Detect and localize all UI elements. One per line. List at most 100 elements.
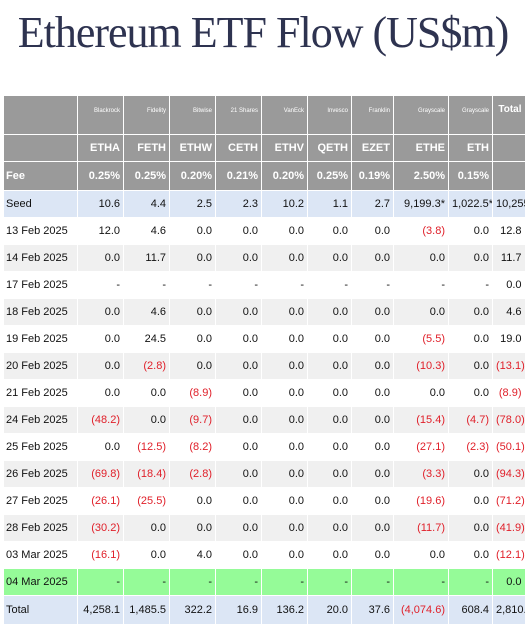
cell: 0.0: [78, 380, 124, 407]
cell: 0.0: [308, 353, 352, 380]
cell: 19.0: [493, 326, 525, 353]
cell: 0.0: [170, 515, 216, 542]
cell: 0.0: [308, 245, 352, 272]
cell: 4.6: [493, 299, 525, 326]
row-label: 13 Feb 2025: [4, 218, 78, 245]
cell: 0.25%: [124, 162, 170, 191]
cell: 0.0: [308, 218, 352, 245]
row-label: 19 Feb 2025: [4, 326, 78, 353]
row-label: Fee: [4, 162, 78, 191]
cell: (18.4): [124, 461, 170, 488]
cell: 0.21%: [216, 162, 262, 191]
cell: 0.0: [170, 245, 216, 272]
cell: 0.0: [394, 380, 449, 407]
row-label: 24 Feb 2025: [4, 407, 78, 434]
cell: 0.0: [124, 515, 170, 542]
cell: 0.0: [262, 515, 308, 542]
cell: Grayscale: [394, 96, 449, 135]
cell: 0.0: [308, 461, 352, 488]
cell: 0.0: [449, 488, 493, 515]
cell: 0.0: [216, 299, 262, 326]
cell: 1,022.5*: [449, 191, 493, 218]
cell: 0.0: [216, 245, 262, 272]
cell: (8.9): [493, 380, 525, 407]
row-label: 20 Feb 2025: [4, 353, 78, 380]
cell: Franklin: [352, 96, 394, 135]
cell: (69.8): [78, 461, 124, 488]
cell: ETHE: [394, 135, 449, 162]
cell: 0.0: [170, 326, 216, 353]
cell: 0.0: [449, 326, 493, 353]
cell: 0.0: [308, 434, 352, 461]
row-label: 27 Feb 2025: [4, 488, 78, 515]
cell: 0.0: [352, 380, 394, 407]
cell: (27.1): [394, 434, 449, 461]
cell: 0.0: [449, 380, 493, 407]
row-label: 04 Mar 2025: [4, 569, 78, 596]
cell: 0.0: [262, 461, 308, 488]
cell: 0.0: [352, 461, 394, 488]
cell: (15.4): [394, 407, 449, 434]
cell: -: [394, 272, 449, 299]
cell: 0.0: [449, 245, 493, 272]
cell: 0.0: [308, 407, 352, 434]
cell: 0.0: [449, 353, 493, 380]
cell: 0.25%: [78, 162, 124, 191]
cell: 0.0: [170, 218, 216, 245]
cell: 10.6: [78, 191, 124, 218]
cell: 0.0: [449, 299, 493, 326]
cell: 0.0: [124, 407, 170, 434]
cell: ETHV: [262, 135, 308, 162]
cell: -: [124, 569, 170, 596]
row-label: 18 Feb 2025: [4, 299, 78, 326]
cell: (94.3): [493, 461, 525, 488]
cell: (71.2): [493, 488, 525, 515]
cell: 0.0: [262, 542, 308, 569]
cell: 0.0: [216, 326, 262, 353]
cell: (4.7): [449, 407, 493, 434]
cell: (12.5): [124, 434, 170, 461]
cell: (9.7): [170, 407, 216, 434]
cell: 11.7: [493, 245, 525, 272]
cell: (3.3): [394, 461, 449, 488]
cell: [493, 135, 525, 162]
cell: -: [78, 272, 124, 299]
cell: -: [124, 272, 170, 299]
cell: 0.0: [124, 380, 170, 407]
cell: 0.25%: [308, 162, 352, 191]
cell: 4.6: [124, 218, 170, 245]
cell: (3.8): [394, 218, 449, 245]
cell: -: [308, 569, 352, 596]
cell: (10.3): [394, 353, 449, 380]
cell: 0.0: [262, 407, 308, 434]
cell: -: [308, 272, 352, 299]
cell: 2.7: [352, 191, 394, 218]
cell: Grayscale: [449, 96, 493, 135]
cell: (16.1): [78, 542, 124, 569]
row-label: 21 Feb 2025: [4, 380, 78, 407]
cell: 0.0: [352, 488, 394, 515]
cell: 0.19%: [352, 162, 394, 191]
cell: 10.2: [262, 191, 308, 218]
cell: 0.0: [78, 326, 124, 353]
row-label: 25 Feb 2025: [4, 434, 78, 461]
cell: 2.3: [216, 191, 262, 218]
cell: 0.0: [308, 326, 352, 353]
cell: (41.9): [493, 515, 525, 542]
cell: 0.0: [352, 326, 394, 353]
cell: 0.0: [394, 245, 449, 272]
cell: 4.0: [170, 542, 216, 569]
cell: ETHW: [170, 135, 216, 162]
cell: ETH: [449, 135, 493, 162]
cell: 0.0: [262, 245, 308, 272]
page-title: Ethereum ETF Flow (US$m): [0, 2, 526, 64]
cell: 0.0: [170, 299, 216, 326]
cell: (11.7): [394, 515, 449, 542]
cell: -: [170, 569, 216, 596]
